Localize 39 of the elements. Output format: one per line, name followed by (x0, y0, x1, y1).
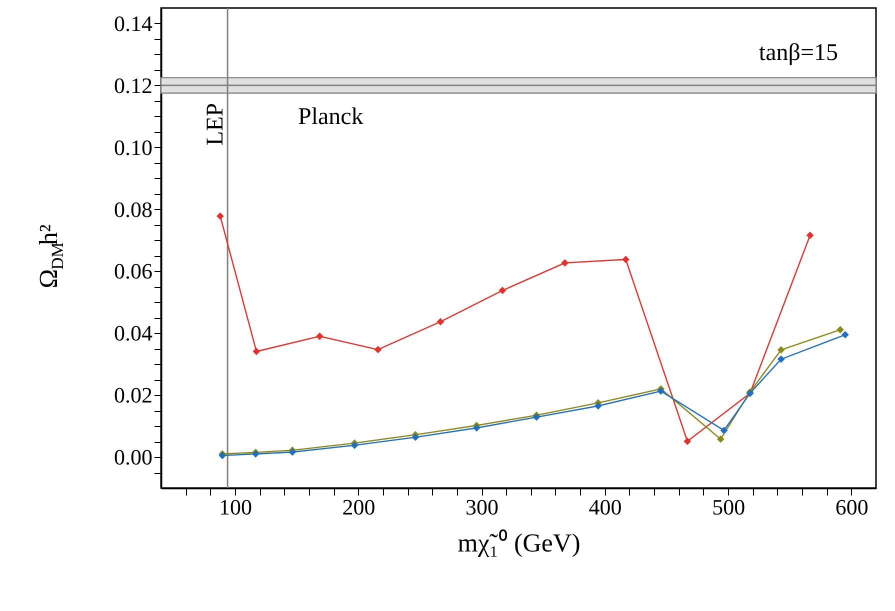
y-tick-label: 0.08 (114, 196, 152, 222)
point (594, 402, 602, 410)
point (777, 346, 785, 354)
x-tick-label: 400 (588, 494, 622, 520)
point (561, 259, 569, 267)
y-tick-label: 0.10 (114, 134, 152, 160)
annotation: tanβ=15 (758, 40, 838, 66)
y-axis-title: ΩDMh² (34, 224, 67, 288)
point (472, 424, 480, 432)
point (777, 355, 785, 363)
point (498, 286, 506, 294)
x-axis-title: mχ̃₁⁰ (GeV) (458, 528, 580, 558)
y-tick-label: 0.02 (114, 382, 152, 408)
point (252, 348, 260, 356)
point (350, 442, 358, 449)
x-tick-label: 200 (342, 494, 376, 520)
point (720, 426, 728, 434)
point (841, 331, 849, 338)
x-tick-label: 300 (466, 494, 499, 520)
point (374, 346, 382, 354)
y-tick-label: 0.04 (114, 320, 152, 346)
point (412, 434, 420, 441)
ref-line-label: LEP (202, 103, 229, 146)
point (622, 256, 630, 264)
y-tick-label: 0.12 (114, 72, 152, 98)
point (684, 438, 692, 445)
y-tick-label: 0.06 (114, 258, 152, 284)
x-tick-label: 600 (835, 494, 868, 520)
band-label: Planck (298, 104, 364, 130)
y-tick-label: 0.00 (114, 444, 152, 470)
point (316, 332, 324, 340)
x-tick-label: 500 (712, 494, 746, 520)
point (806, 232, 814, 240)
x-tick-label: 100 (218, 494, 252, 520)
y-tick-label: 0.14 (114, 10, 152, 36)
point (436, 318, 444, 326)
point (216, 212, 224, 220)
point (716, 435, 724, 443)
point (836, 326, 844, 334)
